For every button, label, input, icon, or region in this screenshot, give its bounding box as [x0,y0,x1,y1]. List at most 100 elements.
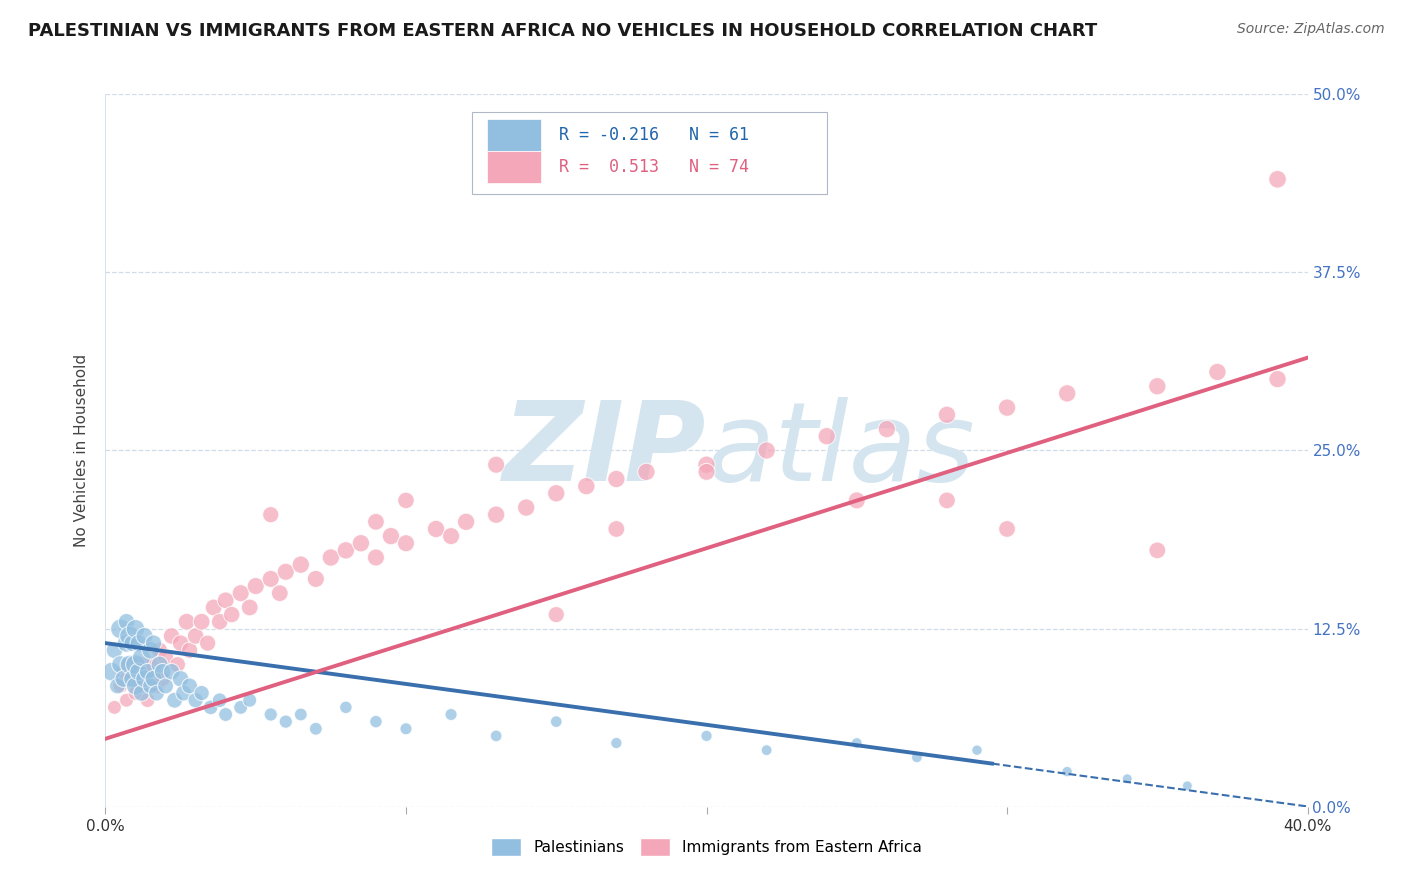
Point [128,636,150,650]
Point [214,593,236,607]
Legend: Palestinians, Immigrants from Eastern Africa: Palestinians, Immigrants from Eastern Af… [484,830,929,863]
Point [115,615,138,629]
Point [269,586,291,600]
Point [260,508,283,522]
Point [124,657,146,672]
Point [335,543,357,558]
Point [290,558,312,572]
Point [290,707,312,722]
Point [112,665,135,679]
Point [118,629,141,643]
Point [380,529,402,543]
Point [139,643,162,657]
Point [1056,764,1078,779]
Point [100,665,122,679]
Point [995,401,1018,415]
Point [214,707,236,722]
Point [155,650,177,665]
Point [696,458,718,472]
Point [395,722,418,736]
Point [260,707,283,722]
Point [173,686,195,700]
Point [136,693,159,707]
Point [179,643,201,657]
Point [179,679,201,693]
Point [110,679,132,693]
Point [118,657,141,672]
Point [936,408,959,422]
Point [134,672,156,686]
Point [155,679,177,693]
Text: R =  0.513   N = 74: R = 0.513 N = 74 [558,158,748,176]
Point [546,714,568,729]
Point [605,736,627,750]
Point [364,550,387,565]
Point [142,672,165,686]
Point [176,615,198,629]
Point [319,550,342,565]
Point [305,572,328,586]
Point [136,665,159,679]
Point [145,679,167,693]
Point [131,686,153,700]
Point [605,522,627,536]
Point [184,629,207,643]
Point [636,465,658,479]
Point [845,493,868,508]
Point [128,665,150,679]
Point [575,479,598,493]
Point [845,736,868,750]
Point [395,493,418,508]
Point [112,672,135,686]
Point [148,643,170,657]
Point [364,515,387,529]
Point [121,672,143,686]
Point [1175,779,1198,793]
Point [815,429,838,443]
Point [440,529,463,543]
Point [696,729,718,743]
Point [163,693,186,707]
Bar [486,151,541,183]
Point [208,615,231,629]
Point [1116,772,1139,786]
Point [139,679,162,693]
Point [350,536,373,550]
Bar [486,119,541,151]
Point [121,672,143,686]
Point [876,422,898,436]
Point [305,722,328,736]
Point [197,636,219,650]
Point [755,443,778,458]
Point [995,522,1018,536]
Point [208,693,231,707]
Point [221,607,243,622]
Text: ZIP: ZIP [503,397,707,504]
Point [107,679,129,693]
Point [395,536,418,550]
Point [110,622,132,636]
Point [169,636,191,650]
Point [169,672,191,686]
Point [1267,172,1289,186]
Text: atlas: atlas [707,397,976,504]
Point [546,486,568,500]
Point [229,700,252,714]
Point [605,472,627,486]
Point [245,579,267,593]
Point [335,700,357,714]
Point [202,600,225,615]
Point [115,693,138,707]
Point [260,572,283,586]
Point [190,615,212,629]
Point [115,636,138,650]
Point [184,693,207,707]
Point [485,729,508,743]
Point [148,657,170,672]
Point [152,672,174,686]
Point [134,629,156,643]
Point [239,600,262,615]
Point [425,522,447,536]
Point [1267,372,1289,386]
Point [936,493,959,508]
